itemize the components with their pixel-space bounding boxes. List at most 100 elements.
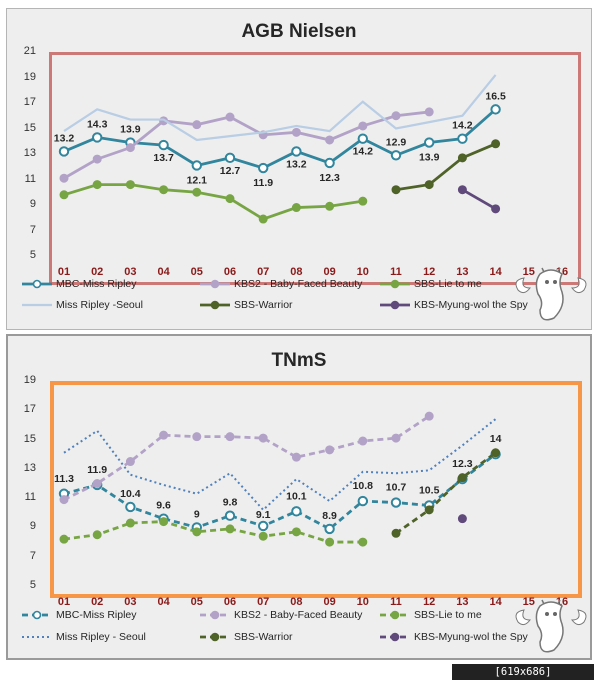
data-point bbox=[159, 185, 169, 195]
data-label: 14.2 bbox=[452, 120, 473, 132]
x-tick-label: 09 bbox=[323, 266, 336, 278]
data-point bbox=[424, 137, 435, 148]
data-point bbox=[159, 430, 169, 440]
plot-frame bbox=[49, 52, 581, 285]
x-tick-label: 12 bbox=[423, 266, 436, 278]
data-point bbox=[258, 162, 269, 174]
series-line bbox=[63, 110, 430, 180]
legend-item: KBS2 - Baby-Faced Beauty bbox=[200, 278, 362, 290]
data-point bbox=[424, 107, 434, 117]
series-line bbox=[63, 418, 497, 512]
data-point bbox=[224, 152, 236, 164]
y-tick-label: 7 bbox=[29, 549, 36, 562]
data-point bbox=[225, 194, 235, 204]
data-point bbox=[192, 120, 202, 130]
x-tick-label: 10 bbox=[356, 266, 369, 278]
data-point bbox=[59, 534, 69, 544]
x-tick-label: 15 bbox=[522, 596, 535, 608]
data-label: 11.3 bbox=[54, 473, 74, 485]
data-point bbox=[92, 530, 102, 540]
data-point bbox=[225, 524, 235, 534]
data-point bbox=[291, 506, 302, 517]
y-tick-label: 7 bbox=[29, 223, 36, 236]
x-tick-label: 04 bbox=[157, 266, 170, 278]
data-label: 9 bbox=[194, 508, 200, 520]
x-tick-label: 10 bbox=[356, 596, 369, 608]
data-label: 10.1 bbox=[286, 490, 307, 502]
tnms-panel: TNmS bbox=[6, 334, 592, 660]
data-label: 9.8 bbox=[223, 497, 238, 509]
data-label: 10.7 bbox=[386, 482, 407, 494]
data-point bbox=[58, 146, 70, 157]
data-point bbox=[291, 146, 302, 157]
data-point bbox=[357, 495, 368, 507]
y-tick-label: 19 bbox=[23, 374, 36, 386]
series-line bbox=[395, 451, 497, 535]
x-tick-label: 02 bbox=[91, 596, 104, 608]
y-tick-label: 21 bbox=[23, 45, 36, 57]
legend-label: KBS-Myung-wol the Spy bbox=[414, 631, 528, 643]
data-label: 14.2 bbox=[353, 146, 374, 158]
data-point bbox=[457, 133, 468, 144]
data-point bbox=[457, 514, 467, 524]
x-tick-label: 03 bbox=[124, 266, 137, 278]
data-point bbox=[125, 143, 135, 153]
data-point bbox=[491, 204, 501, 214]
data-point bbox=[192, 187, 202, 197]
y-tick-label: 11 bbox=[24, 172, 36, 185]
x-tick-label: 03 bbox=[124, 596, 137, 608]
x-tick-label: 06 bbox=[223, 266, 237, 278]
legend-swatch bbox=[22, 636, 52, 639]
legend-label: SBS-Warrior bbox=[234, 299, 293, 311]
legend-swatch bbox=[200, 632, 230, 642]
data-label: 13.9 bbox=[120, 124, 141, 136]
legend-label: SBS-Warrior bbox=[234, 631, 293, 643]
data-point bbox=[424, 180, 434, 190]
legend-item: SBS-Warrior bbox=[200, 299, 293, 311]
x-tick-label: 01 bbox=[57, 266, 71, 278]
data-point bbox=[390, 150, 402, 161]
data-point bbox=[291, 527, 301, 537]
legend-item: SBS-Lie to me bbox=[380, 278, 482, 290]
data-point bbox=[424, 505, 434, 515]
x-tick-label: 14 bbox=[489, 266, 502, 278]
legend-label: Miss Ripley -Seoul bbox=[56, 299, 143, 311]
data-point bbox=[192, 432, 202, 442]
data-point bbox=[358, 436, 368, 446]
legend-label: KBS-Myung-wol the Spy bbox=[414, 299, 528, 311]
legend-swatch bbox=[22, 279, 52, 289]
data-point bbox=[258, 433, 268, 443]
x-tick-label: 13 bbox=[456, 266, 469, 278]
series-line bbox=[461, 188, 497, 211]
data-point bbox=[457, 153, 467, 163]
mascot-logo bbox=[515, 599, 587, 653]
legend-label: SBS-Lie to me bbox=[414, 609, 482, 621]
data-label: 13.7 bbox=[153, 152, 174, 164]
data-label: 12.3 bbox=[319, 172, 340, 184]
x-tick-label: 01 bbox=[57, 596, 71, 608]
legend-swatch bbox=[380, 632, 410, 642]
data-point bbox=[325, 201, 335, 211]
data-point bbox=[192, 527, 202, 537]
data-point bbox=[258, 214, 268, 224]
data-label: 12.9 bbox=[386, 136, 407, 148]
legend-item: MBC-Miss Ripley bbox=[22, 278, 137, 290]
legend-swatch bbox=[380, 610, 410, 620]
data-point bbox=[159, 517, 169, 527]
x-tick-label: 05 bbox=[190, 596, 203, 608]
data-point bbox=[324, 157, 335, 169]
legend-label: Miss Ripley - Seoul bbox=[56, 631, 146, 643]
data-label: 10.5 bbox=[419, 484, 440, 496]
data-label: 9.1 bbox=[256, 509, 271, 521]
x-tick-label: 02 bbox=[91, 266, 104, 278]
data-label: 13.2 bbox=[54, 132, 75, 144]
legend-item: KBS2 - Baby-Faced Beauty bbox=[200, 609, 362, 621]
y-tick-label: 9 bbox=[29, 198, 36, 210]
data-point bbox=[325, 537, 335, 547]
x-tick-label: 07 bbox=[257, 266, 270, 278]
data-point bbox=[324, 523, 335, 535]
y-tick-label: 15 bbox=[23, 121, 36, 134]
legend-swatch bbox=[22, 610, 52, 620]
data-label: 12.7 bbox=[220, 165, 241, 177]
